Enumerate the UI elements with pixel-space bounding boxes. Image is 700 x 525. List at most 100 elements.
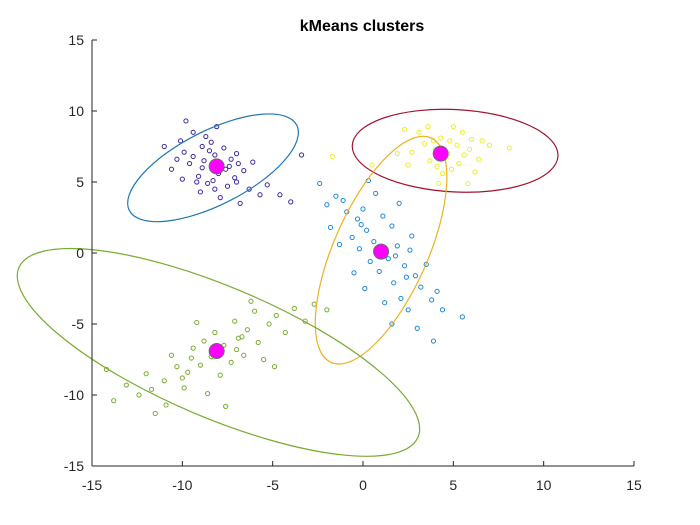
cluster-3-centroid bbox=[373, 243, 390, 260]
data-point bbox=[434, 163, 440, 169]
data-point bbox=[450, 124, 456, 130]
data-point bbox=[257, 192, 263, 198]
y-tick-label: -10 bbox=[64, 387, 84, 403]
data-point bbox=[194, 319, 200, 326]
data-point bbox=[163, 402, 169, 408]
data-point bbox=[302, 318, 308, 324]
data-point bbox=[174, 364, 180, 370]
data-point bbox=[506, 145, 512, 151]
data-point bbox=[149, 386, 155, 392]
data-point bbox=[179, 375, 185, 381]
y-tick-label: 10 bbox=[68, 103, 84, 119]
data-point bbox=[136, 392, 142, 398]
data-point bbox=[394, 151, 400, 157]
data-point bbox=[349, 234, 355, 240]
data-point bbox=[360, 206, 366, 212]
data-point bbox=[439, 170, 446, 177]
data-point bbox=[228, 156, 234, 162]
data-point bbox=[403, 274, 409, 280]
data-point bbox=[190, 345, 196, 351]
data-point bbox=[179, 176, 185, 182]
data-point bbox=[351, 270, 357, 276]
y-tick-label: -5 bbox=[72, 316, 85, 332]
data-point bbox=[111, 398, 117, 404]
data-point bbox=[376, 268, 382, 275]
data-point bbox=[392, 253, 399, 259]
data-point bbox=[416, 129, 422, 135]
cluster-4 bbox=[103, 298, 330, 417]
cluster-2-centroid bbox=[432, 145, 449, 162]
chart-title: kMeans clusters bbox=[300, 18, 425, 35]
data-point bbox=[288, 199, 294, 205]
data-point bbox=[405, 307, 411, 313]
data-point bbox=[266, 321, 272, 327]
data-point bbox=[194, 179, 200, 185]
data-point bbox=[405, 162, 411, 168]
data-point bbox=[190, 129, 196, 135]
data-point bbox=[201, 338, 207, 344]
data-point bbox=[212, 186, 218, 192]
data-point bbox=[401, 126, 408, 133]
data-point bbox=[427, 158, 433, 164]
data-point bbox=[466, 146, 473, 152]
data-point bbox=[336, 241, 343, 248]
data-point bbox=[186, 160, 193, 167]
axes: -15 -10 -5 0 5 10 15 -15 -10 -5 0 5 10 15 bbox=[64, 32, 642, 493]
data-point bbox=[188, 355, 194, 361]
data-point bbox=[217, 372, 223, 378]
data-point bbox=[255, 339, 261, 346]
data-point bbox=[235, 160, 241, 167]
y-tick-label: 15 bbox=[68, 32, 84, 48]
data-point bbox=[429, 297, 435, 303]
data-point bbox=[472, 169, 478, 175]
x-tick-label: -5 bbox=[266, 477, 279, 493]
data-point bbox=[241, 168, 247, 174]
data-point bbox=[324, 307, 330, 313]
data-point bbox=[340, 197, 346, 204]
data-point bbox=[391, 280, 397, 286]
data-point bbox=[448, 166, 455, 172]
x-tick-label: 10 bbox=[536, 477, 552, 493]
data-point bbox=[161, 378, 167, 384]
cluster-4-ellipse bbox=[16, 247, 421, 457]
data-point bbox=[282, 329, 288, 336]
data-point bbox=[409, 149, 415, 155]
data-point bbox=[459, 314, 465, 320]
data-point bbox=[233, 179, 240, 185]
x-tick-label: 0 bbox=[359, 477, 367, 493]
data-point bbox=[434, 288, 440, 294]
data-point bbox=[197, 362, 203, 368]
cluster-2-ellipse bbox=[351, 108, 559, 193]
data-point bbox=[468, 136, 474, 142]
data-point bbox=[317, 180, 323, 187]
data-point bbox=[232, 175, 238, 181]
x-tick-label: -15 bbox=[82, 477, 102, 493]
x-tick-label: 5 bbox=[449, 477, 457, 493]
data-point bbox=[385, 256, 391, 262]
data-point bbox=[423, 261, 429, 267]
cluster-3 bbox=[317, 177, 465, 344]
data-point bbox=[248, 298, 254, 304]
data-point bbox=[226, 163, 232, 169]
data-point bbox=[394, 243, 400, 249]
data-point bbox=[264, 182, 270, 188]
data-point bbox=[327, 224, 334, 231]
data-point bbox=[244, 327, 250, 333]
cluster-2 bbox=[329, 124, 512, 187]
data-point bbox=[407, 247, 413, 253]
data-point bbox=[174, 156, 180, 162]
data-point bbox=[205, 180, 211, 187]
y-tick-label: 5 bbox=[76, 174, 84, 190]
data-point bbox=[161, 143, 167, 150]
data-point bbox=[333, 193, 339, 199]
data-point bbox=[369, 162, 375, 168]
data-point bbox=[199, 165, 205, 171]
data-point bbox=[291, 305, 297, 311]
cluster-4-centroid bbox=[208, 342, 225, 359]
data-point bbox=[123, 382, 129, 388]
data-point bbox=[398, 295, 404, 302]
cluster-3-ellipse bbox=[314, 135, 448, 365]
data-point bbox=[409, 233, 415, 239]
